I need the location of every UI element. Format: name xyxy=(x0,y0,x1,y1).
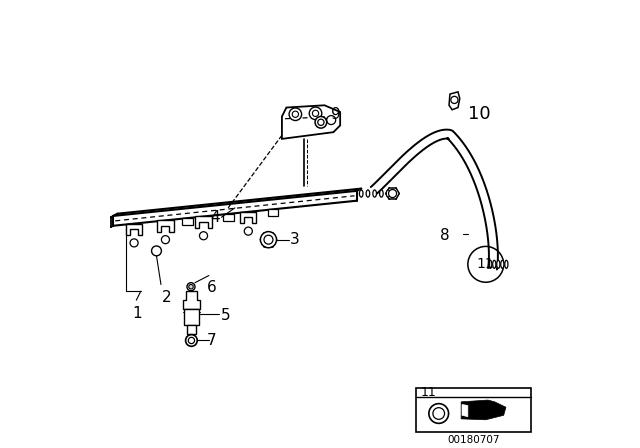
Ellipse shape xyxy=(380,190,383,197)
Circle shape xyxy=(130,239,138,247)
Circle shape xyxy=(244,227,252,235)
Ellipse shape xyxy=(387,190,390,197)
Text: 5: 5 xyxy=(221,308,230,323)
Ellipse shape xyxy=(366,190,370,197)
Text: 11: 11 xyxy=(476,257,494,271)
Ellipse shape xyxy=(493,260,496,268)
Polygon shape xyxy=(157,220,173,232)
Circle shape xyxy=(388,190,397,198)
Circle shape xyxy=(317,119,324,125)
Circle shape xyxy=(187,283,195,291)
Polygon shape xyxy=(195,216,212,228)
Circle shape xyxy=(260,232,276,248)
Text: 3: 3 xyxy=(289,232,300,247)
Polygon shape xyxy=(282,105,340,139)
Ellipse shape xyxy=(500,260,504,268)
Text: 8: 8 xyxy=(440,228,450,243)
Text: 1: 1 xyxy=(132,306,142,321)
Circle shape xyxy=(200,232,207,240)
Polygon shape xyxy=(187,325,196,334)
Polygon shape xyxy=(184,309,199,325)
Bar xyxy=(417,388,531,432)
Polygon shape xyxy=(223,214,234,221)
Polygon shape xyxy=(449,92,460,110)
Text: 6: 6 xyxy=(207,280,216,295)
Ellipse shape xyxy=(373,190,376,197)
Polygon shape xyxy=(126,224,142,235)
Polygon shape xyxy=(268,209,278,216)
Circle shape xyxy=(451,96,458,103)
Polygon shape xyxy=(461,400,506,420)
Circle shape xyxy=(152,246,161,256)
Circle shape xyxy=(327,116,336,125)
Polygon shape xyxy=(182,218,193,225)
Circle shape xyxy=(189,284,193,289)
Ellipse shape xyxy=(489,260,492,268)
Ellipse shape xyxy=(360,190,363,197)
Text: 4: 4 xyxy=(210,210,220,225)
Circle shape xyxy=(429,404,449,423)
Circle shape xyxy=(309,107,322,120)
Polygon shape xyxy=(462,405,468,417)
Ellipse shape xyxy=(505,260,508,268)
Circle shape xyxy=(161,236,170,244)
Text: 10: 10 xyxy=(468,105,490,123)
Text: 00180707: 00180707 xyxy=(447,435,500,445)
Circle shape xyxy=(188,337,195,344)
Circle shape xyxy=(264,235,273,244)
Circle shape xyxy=(289,108,301,121)
Polygon shape xyxy=(183,291,200,309)
Circle shape xyxy=(186,335,197,346)
Circle shape xyxy=(468,246,504,282)
Polygon shape xyxy=(240,212,257,223)
Text: 2: 2 xyxy=(163,290,172,306)
Text: 11: 11 xyxy=(421,386,436,399)
Circle shape xyxy=(433,408,445,419)
Text: 9: 9 xyxy=(332,107,341,122)
Ellipse shape xyxy=(497,260,500,268)
Circle shape xyxy=(292,111,298,117)
Circle shape xyxy=(312,110,319,116)
Circle shape xyxy=(315,116,327,128)
Text: 7: 7 xyxy=(207,333,216,348)
